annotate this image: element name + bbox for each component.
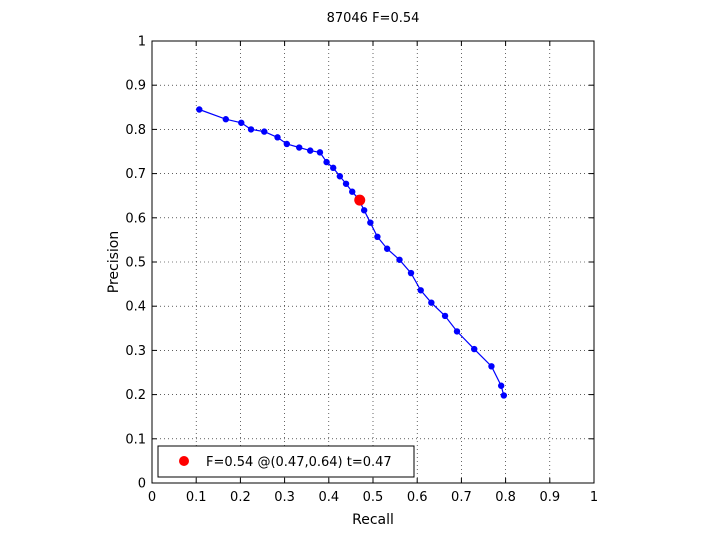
x-tick-label: 0 bbox=[148, 490, 156, 505]
data-point bbox=[349, 188, 356, 195]
data-point bbox=[453, 328, 461, 335]
x-tick-label: 0.8 bbox=[495, 490, 516, 505]
data-point bbox=[500, 392, 508, 399]
data-point bbox=[367, 219, 374, 226]
data-point bbox=[396, 256, 403, 263]
y-tick-label: 0.9 bbox=[125, 79, 146, 94]
data-point bbox=[323, 158, 330, 166]
highlight-group bbox=[354, 194, 366, 206]
plot-frame bbox=[151, 40, 595, 484]
data-point bbox=[330, 164, 337, 172]
x-tick-label: 0.7 bbox=[451, 490, 472, 505]
chart-title: 87046 F=0.54 bbox=[327, 11, 420, 26]
data-point bbox=[196, 106, 203, 113]
data-point bbox=[497, 382, 505, 389]
data-point bbox=[374, 233, 381, 241]
data-point bbox=[417, 287, 424, 294]
best-f-point bbox=[354, 194, 366, 206]
y-tick-label: 0.1 bbox=[125, 432, 146, 447]
x-tick-label: 0.6 bbox=[407, 490, 428, 505]
legend-label: F=0.54 @(0.47,0.64) t=0.47 bbox=[206, 455, 392, 470]
x-tick-label: 0.1 bbox=[186, 490, 207, 505]
x-tick-label: 0.9 bbox=[539, 490, 560, 505]
y-tick-label: 0.8 bbox=[125, 123, 146, 138]
x-tick-label: 0.5 bbox=[363, 490, 384, 505]
data-point bbox=[342, 180, 350, 187]
data-point bbox=[222, 116, 230, 123]
gridlines bbox=[152, 41, 594, 483]
data-point bbox=[316, 149, 324, 156]
data-point bbox=[261, 128, 268, 135]
x-tick-label: 0.3 bbox=[274, 490, 295, 505]
x-axis-label: Recall bbox=[352, 512, 394, 528]
y-axis-label: Precision bbox=[106, 231, 122, 293]
y-tick-label: 0.6 bbox=[125, 211, 146, 226]
data-point bbox=[407, 269, 415, 277]
y-tick-label: 0.5 bbox=[125, 256, 146, 271]
legend-box bbox=[157, 445, 415, 478]
data-point bbox=[274, 134, 281, 141]
data-point bbox=[441, 312, 449, 320]
data-point bbox=[295, 144, 303, 151]
x-tick-label: 1 bbox=[590, 490, 598, 505]
data-point bbox=[471, 345, 478, 353]
y-tick-label: 0 bbox=[138, 477, 146, 492]
data-point bbox=[428, 299, 435, 306]
data-point bbox=[283, 140, 291, 148]
data-point bbox=[247, 126, 255, 133]
data-point bbox=[383, 245, 391, 252]
legend-marker bbox=[179, 456, 189, 466]
data-point bbox=[238, 119, 245, 126]
y-tick-label: 0.7 bbox=[125, 167, 146, 182]
y-tick-label: 1 bbox=[138, 35, 146, 50]
x-tick-label: 0.2 bbox=[230, 490, 251, 505]
data-point bbox=[307, 147, 314, 154]
y-tick-label: 0.2 bbox=[125, 388, 146, 403]
y-tick-label: 0.4 bbox=[125, 300, 146, 315]
axis-ticks: 0 0.1 0.2 0.3 0.4 0.5 0.6 0.7 0.8 0.9 1 0 0.1 0.2 0.3 0… bbox=[125, 35, 598, 506]
data-point bbox=[360, 207, 368, 214]
data-point bbox=[336, 173, 344, 180]
x-tick-label: 0.4 bbox=[318, 490, 339, 505]
data-point bbox=[488, 363, 495, 370]
legend: F=0.54 @(0.47,0.64) t=0.47 bbox=[157, 445, 415, 478]
y-tick-label: 0.3 bbox=[125, 344, 146, 359]
